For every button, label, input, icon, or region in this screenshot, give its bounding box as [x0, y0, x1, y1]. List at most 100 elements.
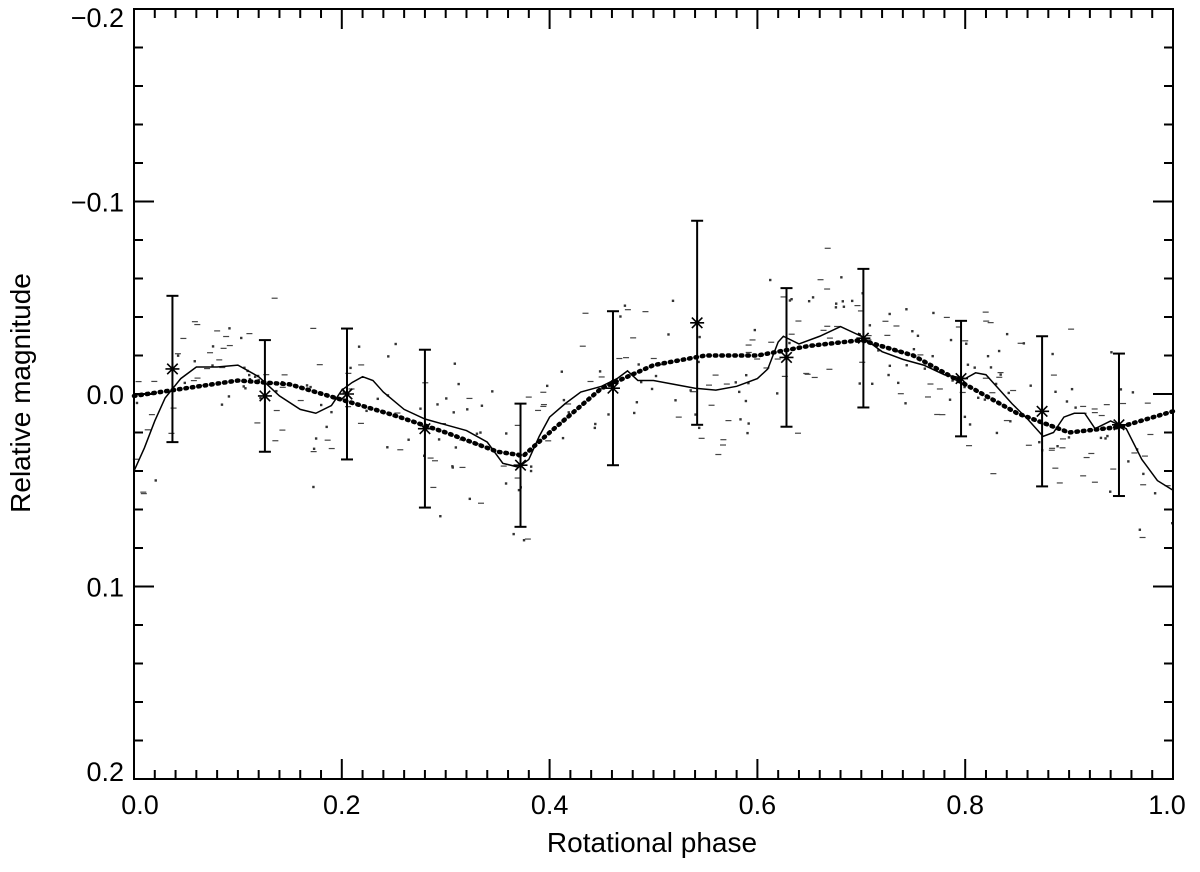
raw-point — [457, 382, 460, 386]
asterisk-marker — [1111, 417, 1126, 432]
raw-point — [220, 403, 224, 406]
raw-point — [407, 438, 410, 441]
raw-point — [747, 381, 750, 385]
raw-point — [436, 403, 439, 406]
raw-point — [697, 360, 700, 364]
raw-point — [248, 373, 251, 377]
raw-point — [650, 387, 654, 391]
raw-point — [479, 431, 482, 434]
x-tick-label: 0.4 — [531, 790, 569, 820]
binned-point — [339, 327, 354, 461]
binned-point — [690, 219, 705, 426]
raw-point — [546, 384, 549, 388]
raw-point — [671, 299, 675, 303]
raw-point — [445, 397, 448, 400]
binned-point — [165, 294, 180, 444]
raw-point — [877, 349, 880, 352]
raw-point — [963, 415, 967, 419]
raw-point — [183, 381, 186, 385]
raw-point — [330, 410, 333, 414]
raw-point — [319, 403, 323, 407]
raw-point — [1029, 384, 1032, 387]
raw-point — [635, 401, 639, 404]
raw-point — [738, 390, 741, 394]
raw-point — [999, 373, 1002, 376]
raw-point — [989, 366, 993, 369]
raw-point — [916, 334, 920, 338]
raw-point — [840, 276, 843, 279]
raw-point — [1038, 440, 1041, 444]
raw-point — [1051, 352, 1054, 356]
raw-point — [480, 404, 484, 407]
raw-point — [1131, 391, 1135, 394]
raw-point — [753, 328, 757, 332]
raw-point — [994, 382, 998, 386]
raw-point — [227, 395, 231, 398]
raw-point — [667, 333, 670, 336]
raw-point — [912, 347, 916, 351]
x-tick-label: 0.8 — [946, 790, 984, 820]
running-mean-curve — [133, 325, 1174, 491]
plot-border — [133, 8, 1174, 780]
raw-point — [739, 418, 742, 421]
raw-point — [968, 423, 972, 426]
raw-point — [1009, 420, 1012, 423]
raw-point — [788, 341, 791, 345]
asterisk-marker — [257, 388, 272, 403]
raw-point — [807, 299, 811, 303]
y-axis-title: Relative magnitude — [5, 273, 36, 513]
raw-point — [314, 437, 318, 440]
raw-point — [1142, 472, 1145, 476]
raw-point — [522, 539, 526, 542]
raw-point — [949, 338, 953, 342]
raw-point — [1022, 342, 1026, 345]
raw-point — [1110, 351, 1113, 354]
raw-point — [654, 374, 658, 378]
raw-point — [365, 409, 368, 413]
raw-point — [176, 354, 180, 357]
y-tick-label: −0.2 — [71, 3, 124, 33]
raw-point — [788, 299, 792, 302]
raw-point — [986, 354, 990, 358]
raw-point — [504, 482, 508, 485]
raw-point — [394, 342, 397, 346]
raw-point — [491, 390, 494, 393]
raw-point — [973, 366, 976, 369]
raw-point — [1067, 436, 1071, 439]
model-curve — [131, 337, 1176, 458]
model-dotted-line — [131, 337, 1176, 458]
raw-point — [1056, 445, 1059, 448]
raw-point — [694, 413, 697, 416]
raw-point — [871, 382, 874, 386]
raw-point — [567, 411, 570, 414]
raw-point — [746, 431, 749, 435]
raw-point — [242, 385, 245, 388]
raw-point — [386, 446, 389, 449]
raw-point — [689, 389, 692, 392]
raw-point — [1127, 460, 1130, 463]
binned-point — [1035, 335, 1050, 488]
raw-point — [897, 381, 900, 385]
raw-point — [607, 413, 610, 416]
raw-point — [325, 425, 328, 429]
raw-point — [776, 392, 779, 395]
raw-point — [468, 497, 471, 501]
asterisk-marker — [1035, 404, 1050, 419]
raw-point — [633, 411, 636, 415]
raw-point — [561, 436, 565, 440]
raw-point — [744, 399, 748, 403]
y-axis-ticks: −0.2 −0.1 0.0 0.1 0.2 — [71, 3, 1173, 787]
raw-point — [419, 407, 422, 410]
raw-point — [312, 485, 315, 489]
asterisk-marker — [165, 361, 180, 376]
raw-point — [1074, 406, 1077, 409]
raw-point — [745, 373, 748, 377]
raw-point — [639, 380, 643, 384]
asterisk-marker — [954, 371, 969, 386]
raw-point — [1099, 436, 1103, 440]
raw-point — [932, 311, 935, 315]
raw-point — [905, 308, 908, 311]
raw-point — [888, 364, 892, 368]
raw-point — [154, 479, 157, 482]
raw-point — [858, 382, 861, 385]
